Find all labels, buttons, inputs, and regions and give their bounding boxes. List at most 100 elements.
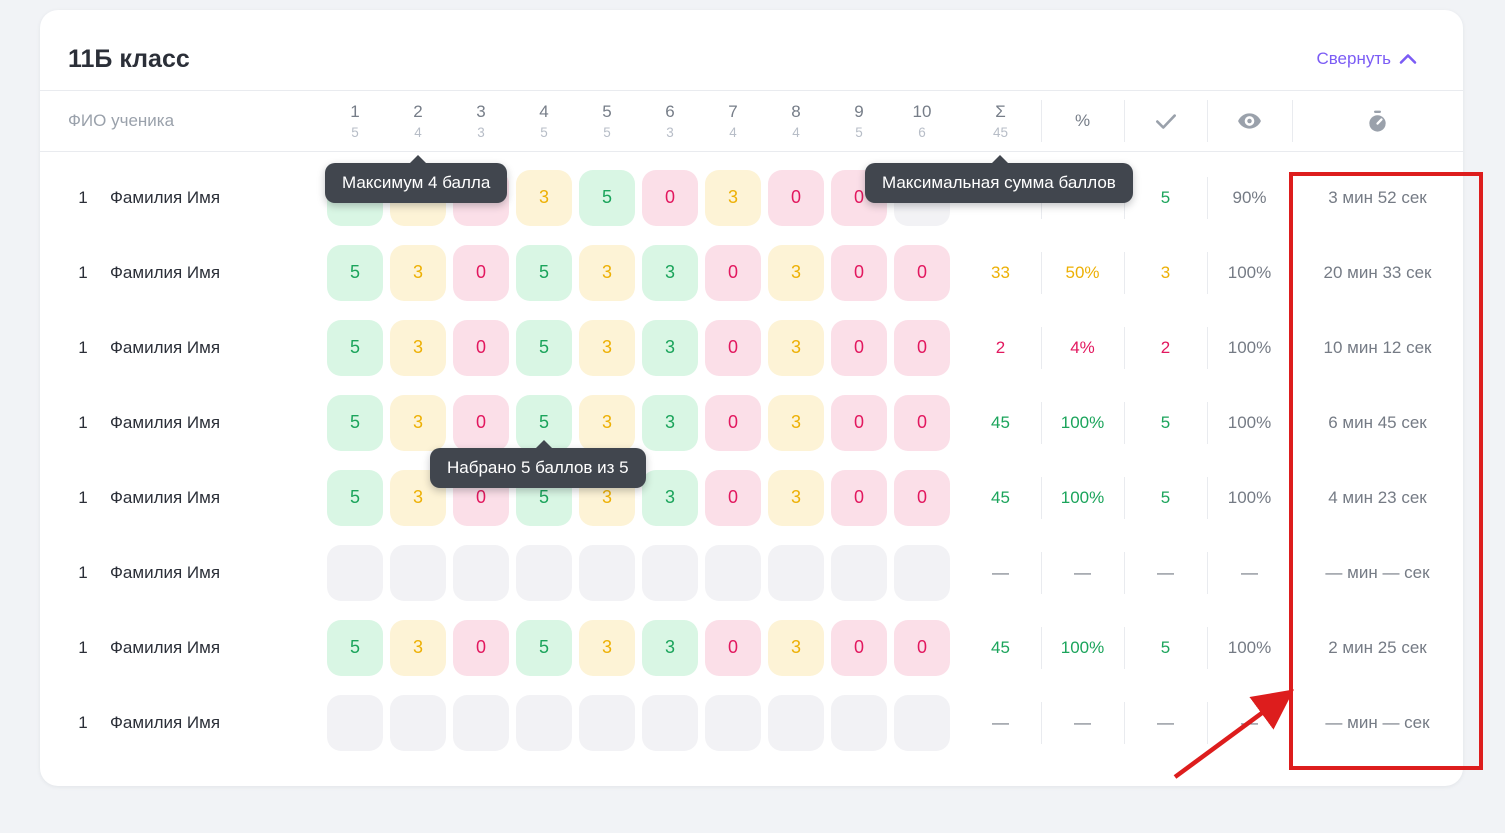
score-cell[interactable]	[453, 694, 509, 751]
sum-value: —	[992, 712, 1009, 732]
score-cell[interactable]: 3	[642, 394, 698, 451]
score-cell[interactable]: 0	[894, 244, 950, 301]
score-cell[interactable]: 5	[327, 319, 383, 376]
sum-column-header[interactable]: Σ 45	[960, 102, 1041, 140]
task-column-header[interactable]: 2 4	[390, 102, 446, 140]
name-column-header: ФИО ученика	[68, 111, 175, 130]
chevron-up-icon	[1399, 53, 1417, 65]
checks-column-header	[1124, 108, 1207, 134]
score-cell[interactable]: 0	[705, 244, 761, 301]
score-cell[interactable]	[894, 694, 950, 751]
score-cell[interactable]: 0	[642, 169, 698, 226]
score-cell[interactable]	[516, 544, 572, 601]
score-cell[interactable]: 3	[768, 319, 824, 376]
score-cell[interactable]	[831, 694, 887, 751]
score-cell[interactable]	[642, 544, 698, 601]
score-cell[interactable]: 0	[894, 619, 950, 676]
score-cell[interactable]: 0	[705, 319, 761, 376]
score-cell[interactable]: 3	[579, 319, 635, 376]
score-cell[interactable]: 3	[642, 319, 698, 376]
score-cell[interactable]	[894, 544, 950, 601]
percent-value: 100%	[1041, 488, 1124, 508]
score-cell[interactable]	[327, 694, 383, 751]
score-cell[interactable]	[831, 544, 887, 601]
score-cell[interactable]: 0	[831, 619, 887, 676]
score-cell[interactable]: 3	[390, 394, 446, 451]
task-max-points: 5	[540, 125, 548, 140]
score-cell[interactable]: 0	[453, 319, 509, 376]
score-cell[interactable]: 3	[768, 244, 824, 301]
score-cells	[327, 544, 950, 601]
score-cell[interactable]	[768, 544, 824, 601]
score-cell[interactable]: 3	[768, 469, 824, 526]
task-column-header[interactable]: 3 3	[453, 102, 509, 140]
score-cell[interactable]: 5	[327, 469, 383, 526]
task-number: 7	[728, 102, 738, 121]
score-cell[interactable]: 5	[579, 169, 635, 226]
score-cell[interactable]: 0	[705, 469, 761, 526]
score-cell[interactable]: 0	[453, 619, 509, 676]
score-cell[interactable]: 5	[327, 619, 383, 676]
score-cell[interactable]: 0	[705, 619, 761, 676]
score-cell[interactable]: 3	[579, 394, 635, 451]
score-cell[interactable]: 0	[831, 319, 887, 376]
task-column-header[interactable]: 8 4	[768, 102, 824, 140]
score-cell[interactable]: 0	[453, 244, 509, 301]
row-index: 1	[78, 412, 88, 432]
score-cell[interactable]: 5	[516, 244, 572, 301]
score-cell[interactable]: 3	[516, 169, 572, 226]
score-cell[interactable]: 3	[390, 319, 446, 376]
score-cell[interactable]: 0	[831, 394, 887, 451]
score-cell[interactable]: 5	[516, 319, 572, 376]
score-cell[interactable]: 0	[894, 319, 950, 376]
collapse-button[interactable]: Свернуть	[1316, 49, 1417, 69]
score-cell[interactable]: 3	[390, 619, 446, 676]
score-cell[interactable]	[642, 694, 698, 751]
time-value: 3 мин 52 сек	[1292, 188, 1463, 208]
student-name: Фамилия Имя	[110, 337, 221, 357]
score-cell[interactable]: 3	[642, 469, 698, 526]
task-max-points: 5	[855, 125, 863, 140]
score-cell[interactable]: 3	[768, 394, 824, 451]
score-cell[interactable]	[768, 694, 824, 751]
task-column-header[interactable]: 10 6	[894, 102, 950, 140]
score-cell[interactable]: 0	[768, 169, 824, 226]
score-cell[interactable]	[705, 544, 761, 601]
score-cell[interactable]: 5	[327, 244, 383, 301]
student-name: Фамилия Имя	[110, 187, 221, 207]
score-cell[interactable]	[705, 694, 761, 751]
time-value: — мин — сек	[1292, 713, 1463, 733]
score-cell[interactable]: 3	[642, 619, 698, 676]
score-cell[interactable]: 0	[705, 394, 761, 451]
score-cell[interactable]	[516, 694, 572, 751]
score-cell[interactable]	[390, 544, 446, 601]
task-column-header[interactable]: 4 5	[516, 102, 572, 140]
score-cell[interactable]: 3	[768, 619, 824, 676]
score-cell[interactable]: 5	[516, 619, 572, 676]
student-name: Фамилия Имя	[110, 262, 221, 282]
score-cell[interactable]: 5	[327, 394, 383, 451]
score-cell[interactable]: 3	[705, 169, 761, 226]
score-cell[interactable]: 3	[579, 244, 635, 301]
views-value: —	[1207, 713, 1292, 733]
score-cell[interactable]	[390, 694, 446, 751]
score-cell[interactable]: 3	[579, 619, 635, 676]
score-cell[interactable]: 0	[831, 469, 887, 526]
score-cell[interactable]	[327, 544, 383, 601]
task-column-header[interactable]: 9 5	[831, 102, 887, 140]
task-column-header[interactable]: 7 4	[705, 102, 761, 140]
score-cell[interactable]: 0	[894, 394, 950, 451]
score-cell[interactable]	[579, 694, 635, 751]
score-cell[interactable]: 3	[390, 244, 446, 301]
task-column-header[interactable]: 1 5	[327, 102, 383, 140]
score-cell[interactable]: 0	[453, 394, 509, 451]
task-column-header[interactable]: 6 3	[642, 102, 698, 140]
score-cell[interactable]: 0	[894, 469, 950, 526]
score-cell[interactable]	[579, 544, 635, 601]
score-cell[interactable]	[453, 544, 509, 601]
task-column-header[interactable]: 5 5	[579, 102, 635, 140]
score-cell[interactable]: 3	[642, 244, 698, 301]
score-cell[interactable]: 0	[831, 244, 887, 301]
